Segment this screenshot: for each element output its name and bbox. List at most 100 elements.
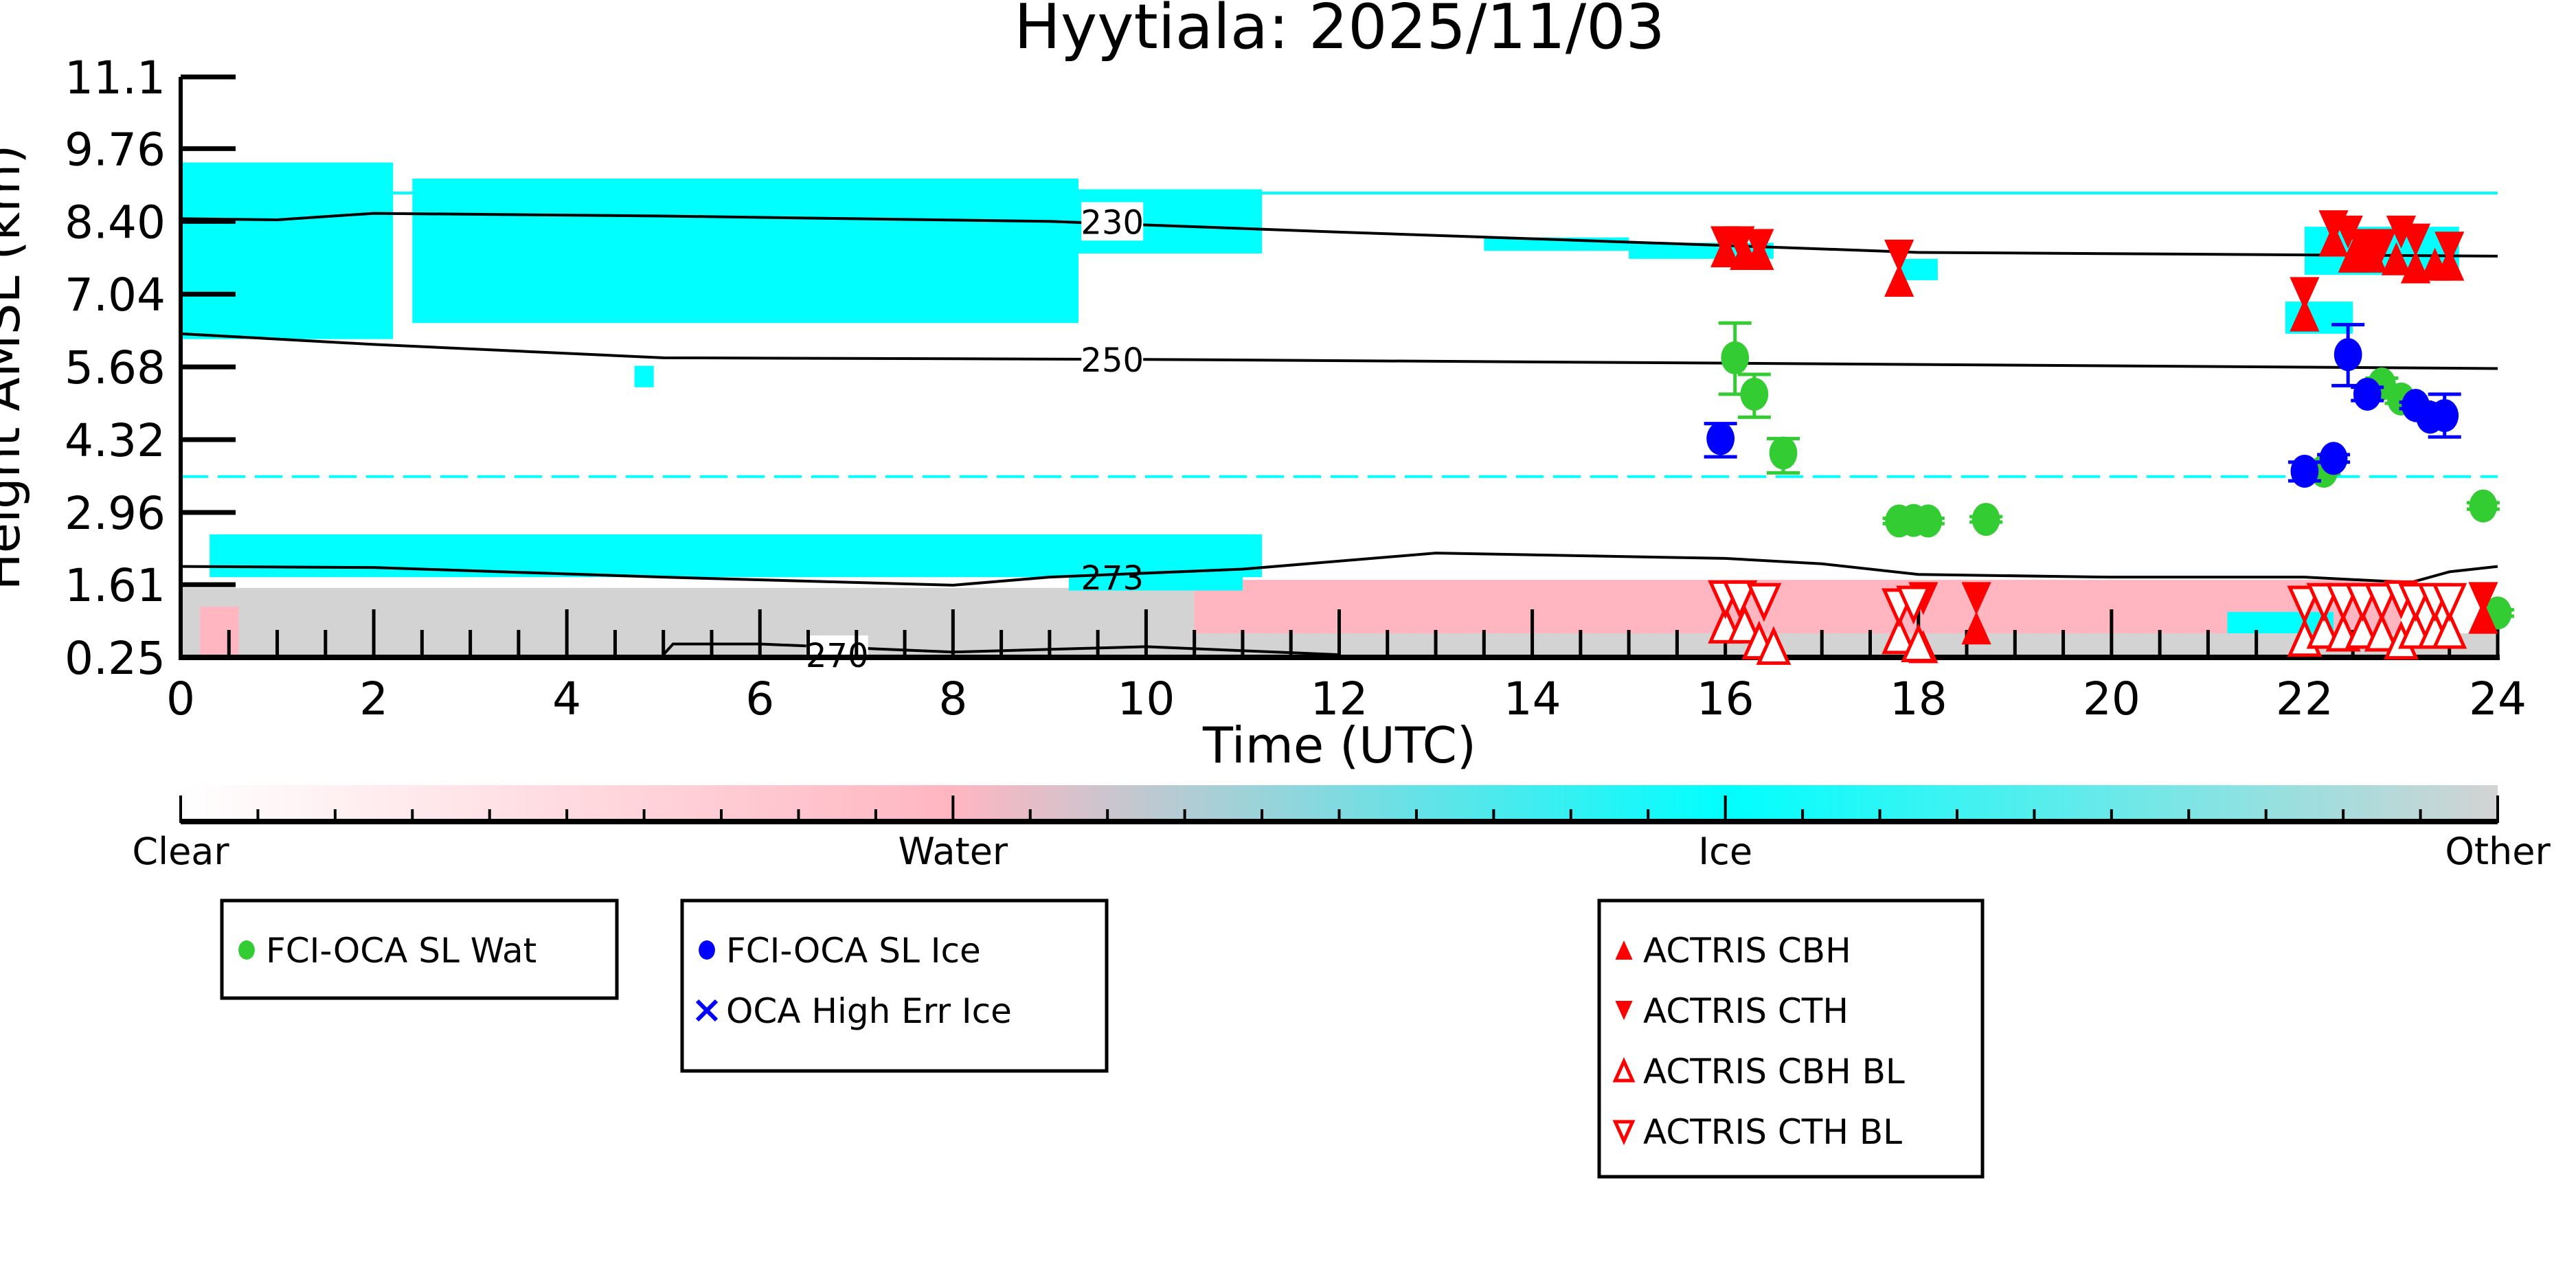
x-tick-label: 24	[2469, 673, 2527, 725]
point-actris-cth-bl	[1896, 585, 1932, 625]
y-tick-label: 11.1	[65, 52, 166, 104]
x-tick-label: 14	[1504, 673, 1561, 725]
point-fci-oca-sl-wat	[1971, 503, 2000, 536]
point-fci-oca-sl-ice	[2319, 442, 2348, 475]
point-actris-cth	[2366, 229, 2397, 262]
x-tick-label: 18	[1890, 673, 1947, 725]
point-actris-cbh	[1961, 611, 1991, 645]
point-actris-cbh-bl	[2345, 609, 2380, 649]
contour-line-230	[180, 212, 2498, 258]
point-fci-oca-sl-ice	[2290, 454, 2319, 488]
x-tick-label: 20	[2083, 673, 2140, 725]
point-fci-oca-sl-ice	[1706, 422, 1735, 455]
contour-label: 230	[1081, 203, 1144, 242]
x-tick-label: 10	[1117, 673, 1175, 725]
point-actris-cth	[1884, 239, 1914, 273]
point-actris-cth	[2468, 582, 2498, 615]
point-fci-oca-sl-wat	[2469, 489, 2498, 523]
point-actris-cbh	[2290, 298, 2320, 332]
x-tick-label: 8	[938, 673, 967, 725]
point-actris-cth	[2347, 229, 2377, 262]
legend-marker	[238, 940, 255, 960]
legend-box	[1597, 899, 1985, 1179]
contour-line-250	[180, 332, 2498, 370]
point-actris-cth	[1744, 229, 1774, 262]
point-actris-cth	[1961, 582, 1991, 615]
point-actris-cbh	[1884, 263, 1914, 297]
reference-lines	[181, 192, 2498, 478]
point-actris-cbh	[2468, 600, 2498, 634]
legend-entry: FCI-OCA SL Ice	[726, 931, 981, 971]
legend-entry: ACTRIS CTH BL	[1643, 1112, 1902, 1152]
phase-region-water	[200, 607, 239, 655]
x-tick-label: 2	[359, 673, 388, 725]
point-fci-oca-sl-wat	[1914, 504, 1943, 538]
legend-entry: FCI-OCA SL Wat	[266, 931, 536, 971]
x-tick-label: 12	[1311, 673, 1368, 725]
point-actris-cbh-bl	[1756, 626, 1792, 665]
contour-line-273	[180, 552, 2498, 587]
legend-box	[220, 899, 619, 1000]
x-tick-label: 22	[2276, 673, 2334, 725]
legend-marker	[1612, 1120, 1636, 1146]
point-actris-cbh-bl	[1882, 615, 1917, 655]
data-points	[1704, 210, 2514, 665]
y-axis-label: Height AMSL (km)	[0, 145, 31, 591]
phase-region-ice	[1899, 258, 1938, 280]
legend-marker	[1615, 940, 1633, 960]
legends: FCI-OCA SL Wat FCI-OCA SL Ice OCA High Err…	[220, 899, 1985, 1179]
colorbar-label-other: Other	[2445, 830, 2551, 873]
contour-label-bg	[1081, 202, 1144, 241]
legend-entry: OCA High Err Ice	[726, 991, 1012, 1031]
phase-region-ice	[412, 178, 1079, 324]
point-fci-oca-sl-wat	[1721, 341, 1750, 374]
y-tick-label: 7.04	[65, 269, 166, 321]
y-tick-label: 2.96	[65, 487, 166, 540]
legend-marker	[1612, 1057, 1636, 1083]
point-actris-cth	[2290, 277, 2320, 310]
y-tick-label: 5.68	[65, 341, 166, 394]
x-axis-label: Time (UTC)	[1202, 716, 1476, 774]
colorbar-label-clear: Clear	[132, 830, 229, 873]
legend-entry: ACTRIS CBH	[1643, 931, 1851, 971]
point-fci-oca-sl-wat	[1740, 377, 1769, 411]
point-actris-cbh-bl	[2432, 609, 2467, 649]
legend-marker	[1615, 1001, 1633, 1020]
y-tick-label: 4.32	[65, 414, 166, 467]
point-actris-cth-bl	[2432, 583, 2467, 622]
x-tick-label: 6	[745, 673, 774, 725]
x-tick-label: 4	[552, 673, 581, 725]
point-fci-oca-sl-ice	[2353, 377, 2382, 411]
point-actris-cbh	[2357, 239, 2387, 273]
point-fci-oca-sl-ice	[2334, 338, 2362, 372]
point-actris-cbh-bl	[1901, 623, 1936, 663]
y-tick-label: 0.25	[65, 632, 166, 685]
legend-marker	[695, 999, 719, 1022]
legend-entry: ACTRIS CTH	[1643, 991, 1849, 1031]
point-fci-oca-sl-ice	[2430, 398, 2459, 432]
y-tick-label: 8.40	[65, 196, 166, 249]
point-actris-cth	[2333, 215, 2363, 249]
point-actris-cth	[2434, 231, 2465, 265]
point-actris-cbh	[2381, 242, 2412, 275]
phase-region-water	[1194, 580, 2402, 633]
y-tick-label: 9.76	[65, 123, 166, 176]
point-actris-cbh-bl	[2306, 609, 2342, 649]
x-tick-label: 0	[166, 673, 195, 725]
contour-label-bg	[1081, 340, 1144, 379]
phase-region-ice	[181, 162, 394, 339]
x-tick-label: 16	[1697, 673, 1754, 725]
legend-marker	[699, 940, 715, 960]
chart-title: Hyytiala: 2025/11/03	[1014, 0, 1664, 63]
point-actris-cbh-bl	[2364, 612, 2399, 652]
phase-colorbar: Clear Water Ice Other	[132, 785, 2551, 873]
phase-region-ice	[634, 365, 654, 387]
colorbar-label-ice: Ice	[1698, 830, 1752, 873]
point-actris-cbh	[2338, 239, 2368, 273]
colorbar-label-water: Water	[899, 830, 1008, 873]
point-fci-oca-sl-wat	[1769, 436, 1798, 470]
contour-label: 273	[1081, 559, 1144, 598]
